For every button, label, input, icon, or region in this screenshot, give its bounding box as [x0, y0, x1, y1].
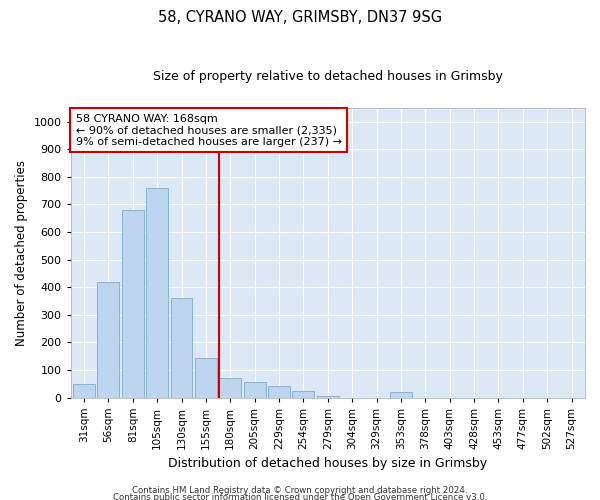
Bar [170, 298, 193, 398]
Bar [268, 386, 290, 398]
Text: 58 CYRANO WAY: 168sqm
← 90% of detached houses are smaller (2,335)
9% of semi-de: 58 CYRANO WAY: 168sqm ← 90% of detached … [76, 114, 342, 147]
Bar [220, 378, 241, 398]
Y-axis label: Number of detached properties: Number of detached properties [15, 160, 28, 346]
Text: Contains HM Land Registry data © Crown copyright and database right 2024.: Contains HM Land Registry data © Crown c… [132, 486, 468, 495]
Bar [390, 392, 412, 398]
Bar [317, 396, 339, 398]
Bar [122, 210, 144, 398]
Bar [73, 384, 95, 398]
Bar [244, 382, 266, 398]
Bar [97, 282, 119, 398]
Text: Contains public sector information licensed under the Open Government Licence v3: Contains public sector information licen… [113, 494, 487, 500]
Bar [292, 390, 314, 398]
Title: Size of property relative to detached houses in Grimsby: Size of property relative to detached ho… [153, 70, 503, 83]
X-axis label: Distribution of detached houses by size in Grimsby: Distribution of detached houses by size … [168, 457, 487, 470]
Bar [146, 188, 168, 398]
Bar [195, 358, 217, 398]
Text: 58, CYRANO WAY, GRIMSBY, DN37 9SG: 58, CYRANO WAY, GRIMSBY, DN37 9SG [158, 10, 442, 25]
